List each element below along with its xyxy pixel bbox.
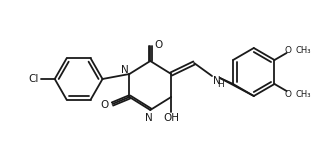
Text: N: N [213,76,221,86]
Text: OH: OH [163,113,179,123]
Text: N: N [146,113,153,123]
Text: Cl: Cl [29,74,39,84]
Text: CH₃: CH₃ [295,45,311,54]
Text: O: O [154,40,163,50]
Text: O: O [284,90,291,99]
Text: CH₃: CH₃ [295,90,311,99]
Text: H: H [217,80,224,88]
Text: O: O [100,100,108,110]
Text: N: N [121,65,128,75]
Text: O: O [284,45,291,54]
